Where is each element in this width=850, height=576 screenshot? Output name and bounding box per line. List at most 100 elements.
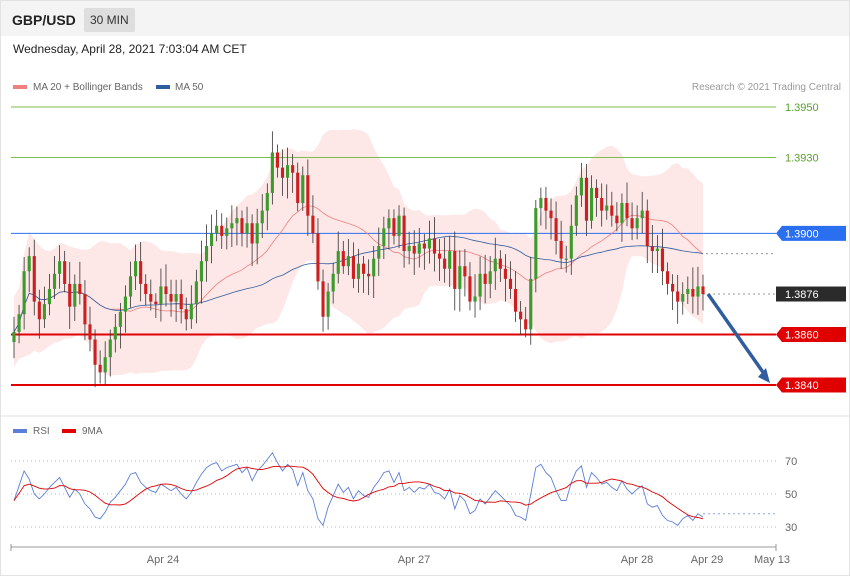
candle-body <box>331 273 335 292</box>
candle-body <box>503 268 507 279</box>
x-tick-label: Apr 27 <box>398 554 430 566</box>
candle <box>417 227 421 268</box>
candle <box>245 206 249 248</box>
candle <box>169 279 173 317</box>
candle-body <box>397 215 401 236</box>
candle <box>68 262 72 329</box>
candle <box>255 208 259 265</box>
candle-body <box>625 203 629 219</box>
last-price-tag <box>776 286 846 302</box>
candle <box>437 239 442 281</box>
candle <box>473 274 477 318</box>
candle-body <box>681 294 685 302</box>
candle-body <box>595 187 599 198</box>
candle-body <box>529 278 533 330</box>
candle-body <box>159 286 163 305</box>
candle-body <box>372 258 376 277</box>
candle-body <box>204 246 209 262</box>
candle-body <box>336 251 340 274</box>
candle-body <box>210 233 214 246</box>
candle <box>372 245 376 299</box>
candle-body <box>47 288 52 305</box>
candle <box>432 217 437 272</box>
candle-body <box>422 243 426 249</box>
candle <box>331 262 335 304</box>
candle <box>184 297 188 331</box>
candle <box>22 256 26 330</box>
candle <box>650 224 654 274</box>
candle <box>574 186 578 236</box>
candle-body <box>620 203 624 224</box>
candle <box>351 242 355 289</box>
candle <box>377 227 381 276</box>
rsi-legend-label: RSI <box>33 426 50 437</box>
x-tick-label: May 13 <box>754 554 790 566</box>
candle <box>600 183 604 227</box>
candle-body <box>255 223 259 244</box>
ma20-legend-swatch <box>13 85 27 89</box>
candle-body <box>123 296 128 312</box>
candle <box>397 205 401 249</box>
candle-body <box>524 319 528 330</box>
candle-body <box>513 288 518 312</box>
candle-body <box>498 258 502 269</box>
candle <box>275 144 280 178</box>
candle <box>549 198 553 240</box>
candle <box>174 279 178 322</box>
candle-body <box>245 223 249 234</box>
candle <box>387 209 391 250</box>
x-tick-label: Apr 28 <box>621 554 653 566</box>
candle-body <box>78 283 82 295</box>
candle-body <box>235 218 239 224</box>
candle-body <box>645 210 649 246</box>
candle-body <box>154 301 158 305</box>
candle <box>367 259 371 296</box>
candle-body <box>351 256 355 279</box>
candle <box>478 256 482 311</box>
candle <box>681 282 685 315</box>
candle-body <box>98 364 102 373</box>
candle-body <box>341 251 345 267</box>
candle-body <box>73 283 77 307</box>
timestamp: Wednesday, April 28, 2021 7:03:04 AM CET <box>13 42 247 56</box>
candle-body <box>463 266 467 277</box>
candle-body <box>52 273 57 289</box>
timeframe-button[interactable]: 30 MIN <box>84 8 135 32</box>
candle <box>513 271 518 322</box>
candle-body <box>128 276 133 297</box>
ma50-legend-label: MA 50 <box>175 82 204 93</box>
candle <box>73 274 77 321</box>
candle-body <box>417 243 421 254</box>
candle-body <box>589 187 594 221</box>
candle-body <box>584 177 589 221</box>
candle-body <box>83 294 87 325</box>
x-axis: Apr 24 Apr 27 Apr 28 Apr 29 May 13 <box>10 544 790 566</box>
candle <box>584 164 589 237</box>
candle <box>569 204 573 275</box>
candle <box>448 235 452 287</box>
candle-body <box>671 283 675 292</box>
candle <box>260 194 264 238</box>
candle-body <box>265 192 269 211</box>
candle-body <box>407 246 411 252</box>
candle <box>280 149 285 196</box>
candle-body <box>291 165 295 173</box>
candle <box>579 162 583 207</box>
candle-body <box>650 246 654 252</box>
candle <box>27 247 31 293</box>
candle <box>123 285 128 333</box>
candle <box>544 186 548 230</box>
candle-body <box>260 210 264 224</box>
candle <box>488 256 492 299</box>
candle <box>98 350 102 384</box>
rsi-level-label: 70 <box>785 456 797 468</box>
candle <box>336 231 340 284</box>
candle <box>503 254 507 302</box>
resistance-label: 1.3950 <box>785 102 819 114</box>
candle-body <box>275 152 280 168</box>
candle-body <box>448 251 452 269</box>
candle <box>605 184 609 220</box>
candle-body <box>225 228 229 236</box>
candle <box>529 256 533 345</box>
copyright-label: Research © 2021 Trading Central <box>692 82 841 93</box>
